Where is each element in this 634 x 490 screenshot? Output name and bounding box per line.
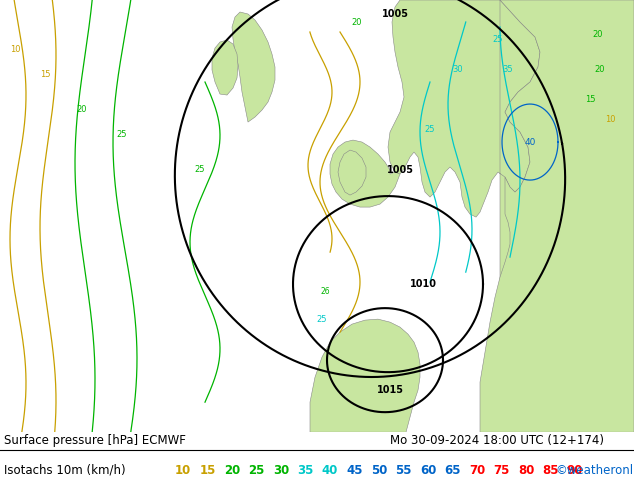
Text: 35: 35	[297, 464, 314, 477]
Text: 40: 40	[524, 138, 536, 147]
Polygon shape	[212, 40, 238, 95]
Text: 15: 15	[40, 70, 50, 79]
Polygon shape	[330, 140, 400, 207]
Polygon shape	[338, 150, 366, 195]
Text: 1005: 1005	[387, 165, 414, 175]
Text: 10: 10	[175, 464, 191, 477]
Text: 90: 90	[567, 464, 583, 477]
Text: 25: 25	[317, 315, 327, 324]
Text: 10: 10	[10, 45, 20, 54]
Text: 80: 80	[518, 464, 534, 477]
Text: 55: 55	[395, 464, 411, 477]
Text: 25: 25	[493, 35, 503, 44]
Text: 45: 45	[346, 464, 363, 477]
Text: 25: 25	[117, 130, 127, 139]
Text: 10: 10	[605, 115, 615, 124]
Text: 70: 70	[469, 464, 485, 477]
Text: 30: 30	[453, 65, 463, 74]
Text: 25: 25	[195, 165, 205, 174]
Text: Isotachs 10m (km/h): Isotachs 10m (km/h)	[4, 464, 126, 477]
Text: 40: 40	[322, 464, 338, 477]
Text: 60: 60	[420, 464, 436, 477]
Polygon shape	[388, 0, 634, 432]
Polygon shape	[480, 0, 634, 432]
Text: 1010: 1010	[410, 279, 437, 289]
Text: 30: 30	[273, 464, 289, 477]
Text: 20: 20	[77, 105, 87, 114]
Text: 85: 85	[542, 464, 559, 477]
Text: 20: 20	[224, 464, 240, 477]
Text: ©weatheronline.co.uk: ©weatheronline.co.uk	[555, 464, 634, 477]
Text: 15: 15	[585, 95, 595, 104]
Text: 20: 20	[595, 65, 605, 74]
Text: 20: 20	[593, 30, 603, 39]
Text: 1005: 1005	[382, 9, 408, 19]
Text: 25: 25	[425, 125, 436, 134]
Text: Mo 30-09-2024 18:00 UTC (12+174): Mo 30-09-2024 18:00 UTC (12+174)	[390, 434, 604, 447]
Text: 20: 20	[352, 18, 362, 27]
Polygon shape	[310, 319, 420, 432]
Text: 26: 26	[320, 287, 330, 296]
Text: 75: 75	[493, 464, 510, 477]
Polygon shape	[232, 12, 275, 122]
Text: 65: 65	[444, 464, 461, 477]
Text: Surface pressure [hPa] ECMWF: Surface pressure [hPa] ECMWF	[4, 434, 186, 447]
Text: 25: 25	[249, 464, 264, 477]
Text: 35: 35	[503, 65, 514, 74]
Text: 50: 50	[371, 464, 387, 477]
Text: 1015: 1015	[377, 385, 403, 395]
Text: 15: 15	[199, 464, 216, 477]
